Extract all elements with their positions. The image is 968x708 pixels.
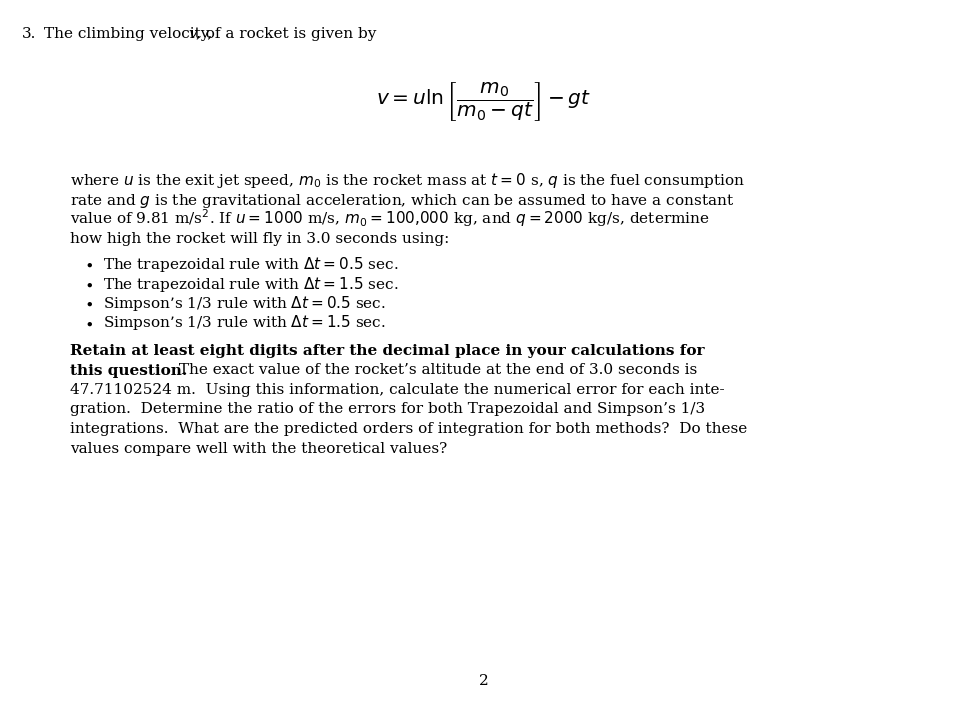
- Text: $\bullet$: $\bullet$: [84, 297, 93, 311]
- Text: The trapezoidal rule with $\Delta t = 1.5$ sec.: The trapezoidal rule with $\Delta t = 1.…: [103, 275, 399, 294]
- Text: v: v: [188, 27, 197, 41]
- Text: The trapezoidal rule with $\Delta t = 0.5$ sec.: The trapezoidal rule with $\Delta t = 0.…: [103, 255, 399, 274]
- Text: this question.: this question.: [70, 363, 187, 377]
- Text: The exact value of the rocket’s altitude at the end of 3.0 seconds is: The exact value of the rocket’s altitude…: [174, 363, 697, 377]
- Text: gration.  Determine the ratio of the errors for both Trapezoidal and Simpson’s 1: gration. Determine the ratio of the erro…: [70, 403, 705, 416]
- Text: $\bullet$: $\bullet$: [84, 278, 93, 292]
- Text: $\bullet$: $\bullet$: [84, 258, 93, 272]
- Text: rate and $g$ is the gravitational acceleration, which can be assumed to have a c: rate and $g$ is the gravitational accele…: [70, 191, 734, 210]
- Text: values compare well with the theoretical values?: values compare well with the theoretical…: [70, 442, 447, 455]
- Text: how high the rocket will fly in 3.0 seconds using:: how high the rocket will fly in 3.0 seco…: [70, 232, 449, 246]
- Text: 2: 2: [479, 674, 489, 688]
- Text: The climbing velocity,: The climbing velocity,: [44, 27, 217, 41]
- Text: integrations.  What are the predicted orders of integration for both methods?  D: integrations. What are the predicted ord…: [70, 422, 747, 436]
- Text: , of a rocket is given by: , of a rocket is given by: [196, 27, 377, 41]
- Text: Retain at least eight digits after the decimal place in your calculations for: Retain at least eight digits after the d…: [70, 344, 705, 358]
- Text: Simpson’s 1/3 rule with $\Delta t = 0.5$ sec.: Simpson’s 1/3 rule with $\Delta t = 0.5$…: [103, 294, 386, 313]
- Text: $\bullet$: $\bullet$: [84, 316, 93, 331]
- Text: Simpson’s 1/3 rule with $\Delta t = 1.5$ sec.: Simpson’s 1/3 rule with $\Delta t = 1.5$…: [103, 314, 386, 333]
- Text: 3.: 3.: [22, 27, 37, 41]
- Text: $v = u\ln\left[\dfrac{m_0}{m_0 - qt}\right] - gt$: $v = u\ln\left[\dfrac{m_0}{m_0 - qt}\rig…: [377, 80, 591, 123]
- Text: where $u$ is the exit jet speed, $m_0$ is the rocket mass at $t = 0$ s, $q$ is t: where $u$ is the exit jet speed, $m_0$ i…: [70, 171, 745, 190]
- Text: 47.71102524 m.  Using this information, calculate the numerical error for each i: 47.71102524 m. Using this information, c…: [70, 383, 725, 397]
- Text: value of 9.81 m/s$^2$. If $u = 1000$ m/s, $m_0 = 100{,}000$ kg, and $q = 2000$ k: value of 9.81 m/s$^2$. If $u = 1000$ m/s…: [70, 207, 710, 229]
